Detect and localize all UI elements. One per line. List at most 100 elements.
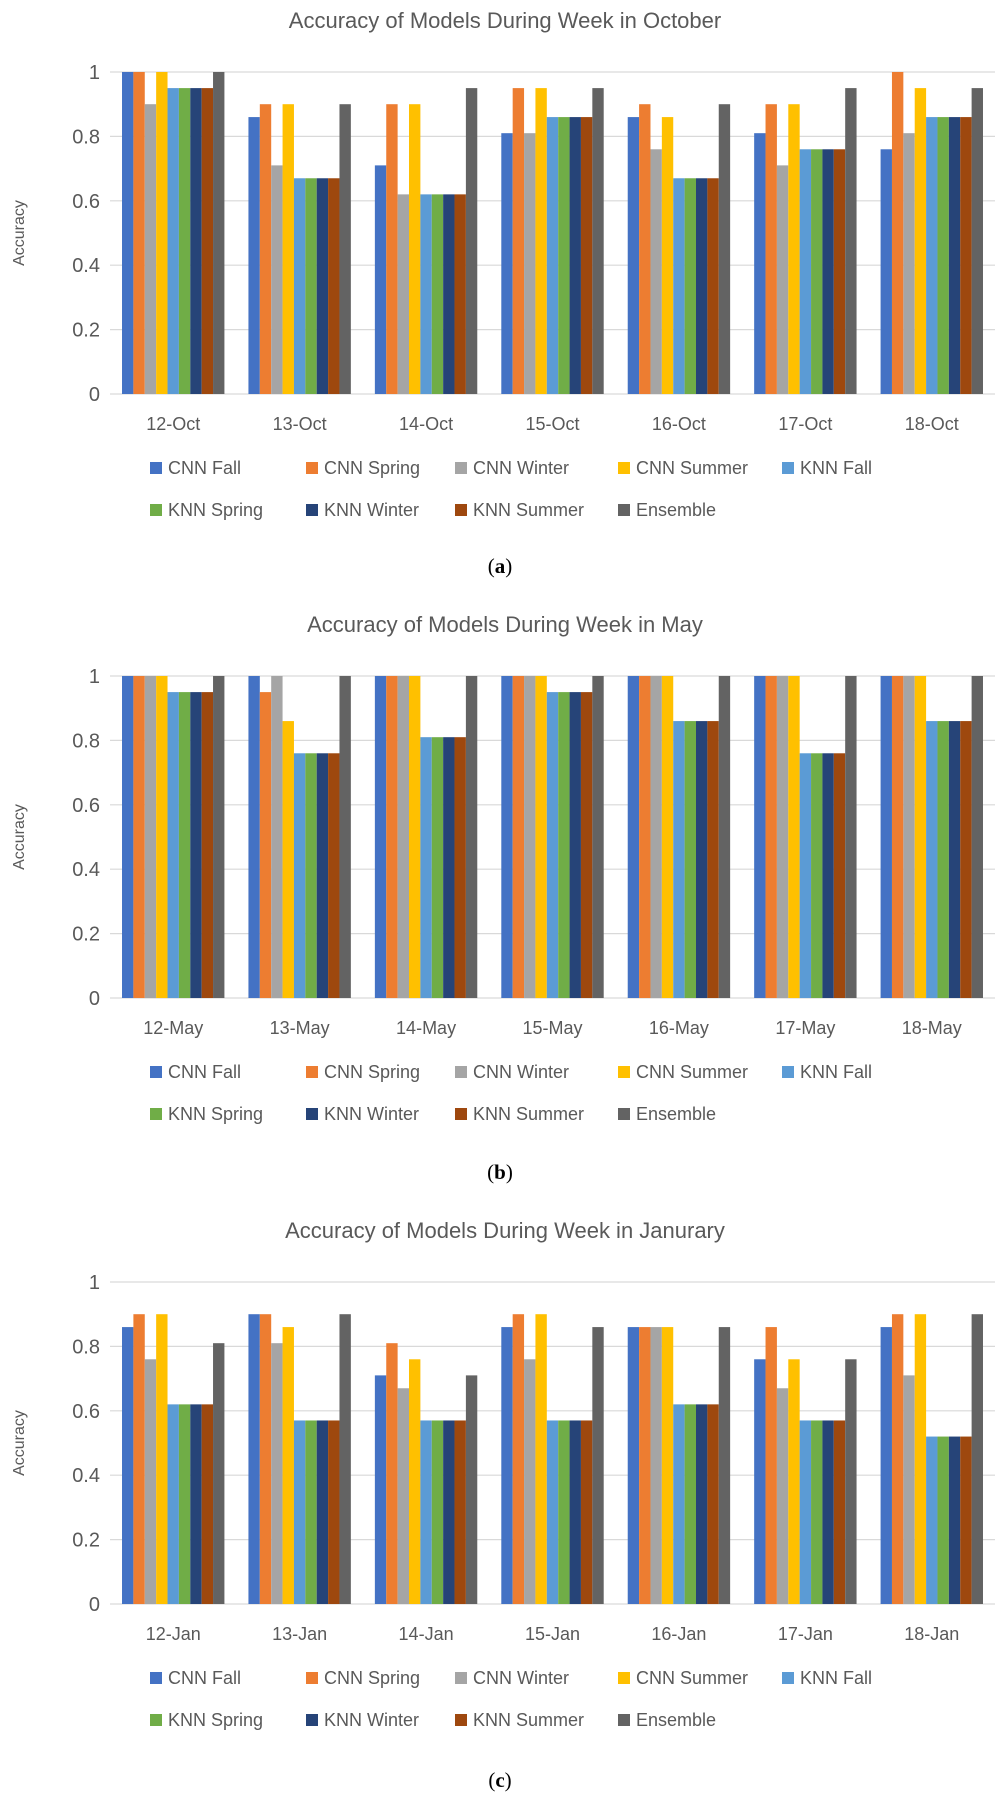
bar-ensemble [592,88,604,394]
bar-cnn-winter [397,1388,410,1604]
bar-cnn-spring [512,1314,525,1604]
legend-swatch [150,1672,162,1684]
bar-knn-winter [316,1420,329,1604]
chart-title: Accuracy of Models During Week in May [307,612,703,637]
bar-cnn-summer [788,1359,800,1604]
bar-ensemble [592,1327,604,1604]
bar-cnn-fall [374,165,387,394]
bar-knn-spring [431,1420,444,1604]
bar-cnn-fall [501,133,513,394]
y-tick-label: 0.8 [72,730,100,752]
bar-cnn-winter [524,133,536,394]
bar-knn-winter [190,692,202,998]
bar-cnn-spring [891,72,904,394]
legend-swatch [782,462,794,474]
bar-knn-spring [684,178,696,394]
legend-swatch [455,1672,467,1684]
bar-cnn-spring [133,676,145,998]
bar-knn-fall [546,117,559,394]
panel-caption-a: (a) [487,554,513,578]
bar-knn-winter [948,721,961,998]
bar-cnn-fall [754,676,766,998]
bar-cnn-winter [144,676,157,998]
bar-cnn-summer [535,676,547,998]
y-axis-label: Accuracy [11,1410,28,1476]
legend-swatch [618,1066,630,1078]
bar-knn-summer [201,88,214,394]
bar-cnn-summer [661,117,674,394]
bar-cnn-winter [271,165,283,394]
bar-cnn-spring [512,676,525,998]
y-tick-label: 0.8 [72,1336,100,1358]
x-category-label: 18-Oct [905,414,959,434]
legend-swatch [150,1066,162,1078]
bar-knn-fall [799,753,812,998]
bar-knn-spring [558,1420,570,1604]
bar-knn-spring [684,721,696,998]
bar-ensemble [339,1314,351,1604]
bar-ensemble [339,676,351,998]
bar-cnn-winter [397,676,410,998]
legend-label: CNN Fall [168,1668,241,1688]
bar-cnn-winter [650,676,662,998]
x-category-label: 16-Jan [651,1624,706,1644]
bar-knn-fall [293,178,306,394]
y-tick-label: 1 [89,1272,100,1294]
bar-knn-summer [328,753,340,998]
x-category-label: 18-Jan [904,1624,959,1644]
x-category-label: 12-May [143,1018,203,1038]
legend-swatch [782,1672,794,1684]
bar-ensemble [845,88,857,394]
x-category-label: 13-May [270,1018,330,1038]
legend-label: CNN Summer [636,458,748,478]
bar-ensemble [971,676,983,998]
bar-cnn-fall [374,1375,387,1604]
legend-swatch [306,1714,318,1726]
chart-title: Accuracy of Models During Week in Octobe… [289,8,721,33]
bar-knn-spring [178,88,191,394]
bar-cnn-summer [156,676,168,998]
legend-label: CNN Fall [168,458,241,478]
bar-cnn-spring [639,104,651,394]
bar-knn-spring [684,1404,696,1604]
bar-ensemble [465,1375,478,1604]
bar-cnn-spring [765,676,777,998]
bar-knn-spring [305,753,317,998]
bar-cnn-winter [524,676,536,998]
bar-ensemble [845,1359,857,1604]
legend-label: CNN Spring [324,458,420,478]
bar-knn-fall [926,721,938,998]
bar-cnn-fall [880,676,892,998]
x-category-label: 14-May [396,1018,456,1038]
legend-label: KNN Fall [800,458,872,478]
legend-swatch [455,462,467,474]
bar-cnn-spring [133,1314,145,1604]
bar-cnn-summer [156,72,168,394]
x-category-label: 17-May [775,1018,835,1038]
y-tick-label: 0.6 [72,1401,100,1423]
legend-label: Ensemble [636,500,716,520]
legend-swatch [618,1108,630,1120]
bar-knn-summer [960,1436,972,1604]
bar-ensemble [213,1343,225,1604]
legend-label: KNN Summer [473,500,584,520]
bar-knn-winter [190,88,202,394]
bar-knn-winter [569,1420,581,1604]
bar-knn-summer [328,1420,340,1604]
bar-cnn-fall [122,72,134,394]
chart-january: Accuracy of Models During Week in Janura… [11,1218,995,1730]
bar-cnn-summer [156,1314,168,1604]
bar-cnn-fall [248,676,260,998]
bar-knn-summer [960,117,972,394]
bar-cnn-fall [248,1314,260,1604]
bar-cnn-summer [282,104,294,394]
legend-label: KNN Winter [324,1710,419,1730]
bar-cnn-spring [891,676,904,998]
bar-ensemble [845,676,857,998]
bar-cnn-spring [639,1327,651,1604]
bar-cnn-summer [282,721,294,998]
legend-swatch [306,504,318,516]
legend-label: CNN Fall [168,1062,241,1082]
bar-ensemble [339,104,351,394]
bar-ensemble [213,676,225,998]
